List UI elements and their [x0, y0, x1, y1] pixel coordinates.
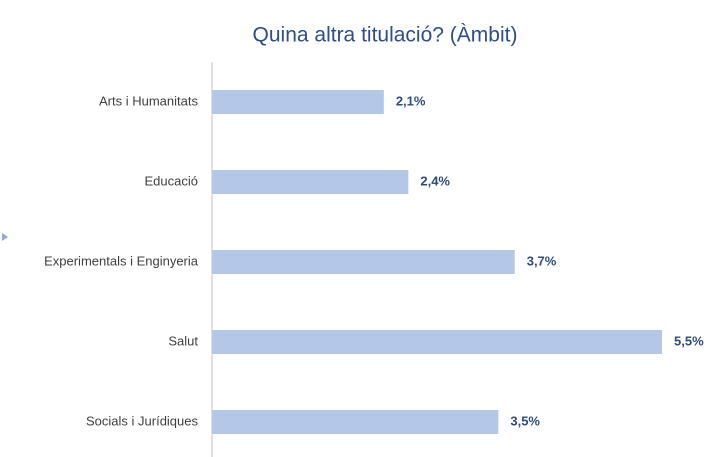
bar: [212, 410, 499, 434]
bar: [212, 170, 409, 194]
bar: [212, 90, 384, 114]
value-label: 3,7%: [527, 253, 557, 268]
category-label: Experimentals i Enginyeria: [44, 253, 199, 268]
value-label: 3,5%: [510, 413, 540, 428]
category-label: Socials i Jurídiques: [86, 413, 198, 428]
value-label: 5,5%: [674, 333, 704, 348]
value-label: 2,4%: [420, 173, 450, 188]
bar: [212, 330, 662, 354]
category-label: Educació: [145, 173, 198, 188]
bar: [212, 250, 515, 274]
category-label: Arts i Humanitats: [99, 93, 198, 108]
value-label: 2,1%: [396, 93, 426, 108]
category-label: Salut: [168, 333, 198, 348]
chart-title: Quina altra titulació? (Àmbit): [253, 24, 518, 47]
pointer-arrow: [2, 233, 8, 241]
